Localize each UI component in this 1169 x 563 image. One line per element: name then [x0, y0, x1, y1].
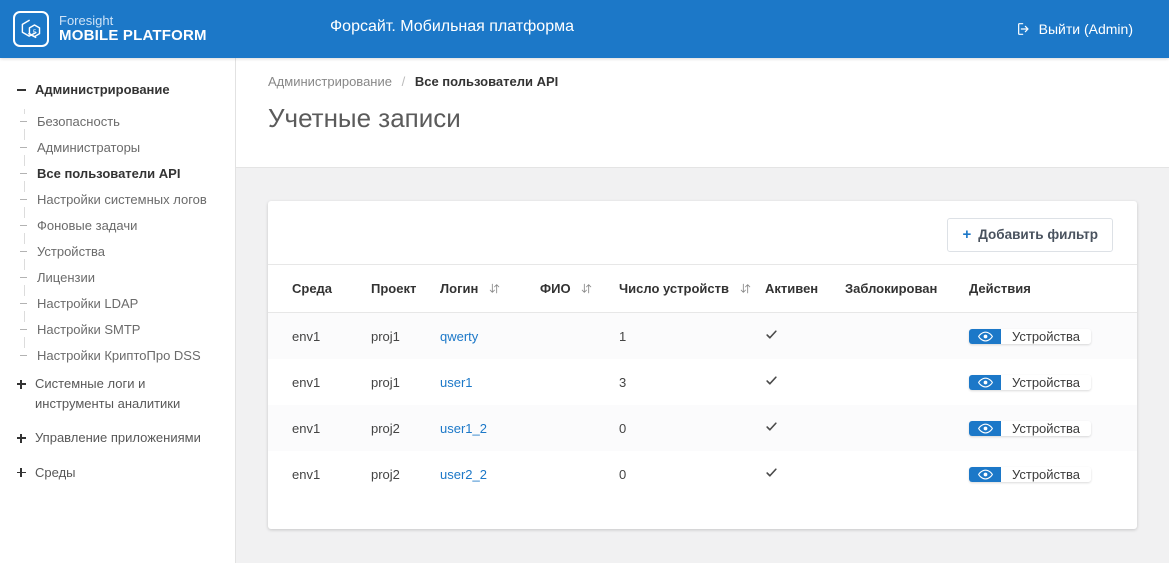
svg-text:F: F	[33, 28, 36, 33]
